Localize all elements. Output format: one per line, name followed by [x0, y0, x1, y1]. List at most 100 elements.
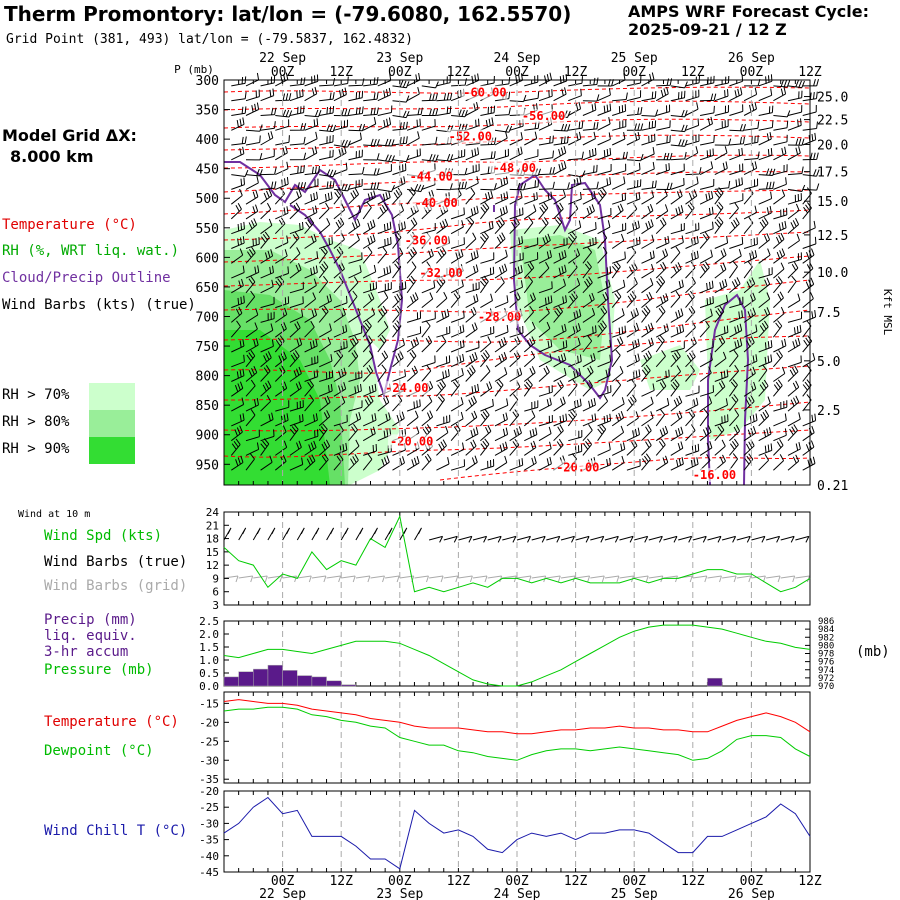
wind-barb: [289, 423, 299, 441]
wind-barb: [773, 207, 788, 220]
wind-barb: [582, 413, 597, 427]
time-tick-label-top: 00Z: [505, 65, 529, 80]
wind-barb: [480, 409, 490, 427]
wind-barb: [362, 219, 376, 235]
time-tick-label-bottom: 00Z: [271, 874, 295, 889]
wind-barb: [304, 217, 315, 235]
wind-barb: [348, 370, 363, 382]
wind-barb: [304, 74, 319, 87]
sfc-wind-barb-grid: [472, 575, 488, 583]
wind-barb: [626, 179, 642, 190]
sfc-wind-barb-grid: [341, 575, 356, 583]
wind-barb: [289, 296, 304, 309]
wind-barb: [289, 414, 304, 427]
precip-tick-label: 0.0: [199, 680, 219, 693]
wind-barb: [494, 441, 508, 456]
wind-barb: [758, 205, 772, 220]
wind-barb: [612, 163, 627, 176]
sfc-wind-barb: [531, 535, 546, 543]
wind-barb: [421, 248, 434, 264]
wind-barb: [245, 453, 255, 471]
wind-barb: [348, 252, 363, 264]
date-label-top: 26 Sep: [728, 51, 775, 66]
wind-barb: [626, 307, 639, 323]
wind-barb: [509, 252, 524, 264]
sfc-wind-barb-grid: [429, 575, 444, 583]
wind-barb: [567, 379, 578, 397]
date-label-bottom: 23 Sep: [376, 887, 423, 900]
temperature-contour-label: -56.00: [522, 109, 565, 123]
wind-barb: [406, 246, 418, 264]
wind-barb: [568, 278, 581, 294]
wind-barb: [304, 278, 317, 294]
wind-barb: [568, 131, 582, 146]
wind-barb: [758, 453, 770, 471]
wind-barb: [641, 424, 652, 442]
date-label-bottom: 25 Sep: [611, 887, 658, 900]
wind-barb: [260, 202, 272, 220]
wind-barb: [231, 177, 245, 190]
wind-barb: [318, 453, 329, 471]
wind-barb: [494, 131, 508, 146]
wind-barb: [714, 262, 727, 279]
wind-barb: [641, 147, 655, 161]
wind-barb: [582, 190, 596, 205]
wind-barb: [245, 409, 256, 427]
wind-barb: [230, 425, 243, 442]
wind-barb: [641, 219, 654, 235]
wind-barb: [421, 355, 436, 368]
wind-barb: [670, 90, 686, 102]
wind-barb: [655, 334, 665, 353]
wind-barb: [670, 324, 685, 338]
wind-barb: [743, 395, 755, 412]
wind-barb: [465, 365, 476, 382]
wind-barb: [509, 426, 522, 442]
wind-barb: [714, 161, 728, 176]
wind-barb: [363, 281, 377, 294]
wind-barb: [538, 72, 552, 87]
wind-barb: [348, 218, 361, 235]
wind-barb: [758, 181, 775, 190]
wind-barb: [714, 351, 727, 368]
wind-barb: [670, 341, 685, 353]
wind-barb: [699, 408, 709, 427]
wind-barb: [436, 182, 453, 191]
wind-barb: [802, 379, 812, 397]
wind-barb: [553, 305, 564, 323]
wind-barb: [304, 429, 319, 442]
wind-barb: [524, 292, 536, 308]
wind-barb: [421, 335, 433, 353]
wind-barb: [714, 138, 732, 146]
wind-barb: [670, 290, 681, 308]
pressure-tick-label: 950: [196, 458, 219, 473]
wind-barb: [450, 220, 464, 235]
wind-barb: [773, 306, 785, 323]
wind-barb: [758, 120, 774, 131]
wind-barb: [392, 110, 410, 119]
wind-barb: [406, 131, 420, 146]
wind-barb: [729, 277, 741, 294]
wind-barb: [714, 248, 727, 264]
legend-rh80: RH > 80%: [2, 414, 70, 430]
wind-barb: [670, 246, 681, 264]
wind-barb: [480, 221, 494, 235]
wind-barb: [582, 261, 592, 279]
precip-tick-label: 1.0: [199, 654, 219, 667]
wind-barb: [319, 105, 335, 116]
wind-barb: [611, 425, 625, 442]
wind-barb: [275, 206, 289, 220]
wind-barb: [787, 380, 800, 397]
wind-barb: [670, 205, 684, 220]
wind-barb: [787, 146, 801, 161]
wind-barb: [333, 232, 345, 249]
wind-barb: [538, 150, 554, 161]
temperature-frame: [223, 691, 811, 784]
wind-barb: [773, 428, 787, 442]
wind-barb: [714, 295, 729, 309]
precip-bar: [223, 676, 239, 687]
wind-barb: [362, 413, 377, 427]
wind-barb: [348, 188, 360, 205]
sfc-wind-barb-grid: [766, 575, 781, 583]
wind-speed-tick-label: 18: [206, 533, 219, 546]
wind-barb: [230, 188, 243, 205]
